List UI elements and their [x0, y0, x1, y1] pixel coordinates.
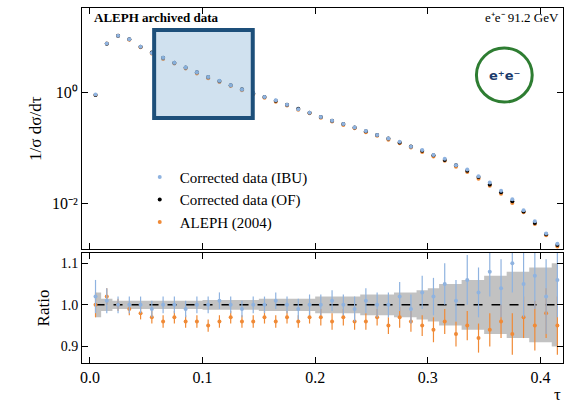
- svg-text:Ratio: Ratio: [34, 290, 53, 327]
- svg-text:0.0: 0.0: [80, 369, 100, 386]
- svg-text:0.3: 0.3: [418, 369, 438, 386]
- svg-text:τ: τ: [554, 385, 561, 403]
- svg-text:0.1: 0.1: [193, 369, 213, 386]
- svg-text:10⁰: 10⁰: [56, 84, 78, 101]
- svg-text:1.0: 1.0: [61, 298, 79, 313]
- svg-text:0.2: 0.2: [305, 369, 325, 386]
- svg-text:1.1: 1.1: [61, 256, 79, 271]
- svg-text:1/σ dσ/dτ: 1/σ dσ/dτ: [26, 96, 45, 161]
- svg-text:10⁻²: 10⁻²: [52, 195, 78, 212]
- svg-text:ALEPH archived data: ALEPH archived data: [94, 10, 218, 25]
- svg-text:ALEPH (2004): ALEPH (2004): [180, 215, 272, 232]
- svg-text:Corrected data (OF): Corrected data (OF): [180, 192, 301, 209]
- svg-text:e⁺e⁻: e⁺e⁻: [489, 68, 520, 83]
- svg-text:e⁺e⁻ 91.2 GeV: e⁺e⁻ 91.2 GeV: [485, 10, 559, 25]
- svg-text:Corrected data (IBU): Corrected data (IBU): [180, 170, 307, 187]
- svg-text:0.9: 0.9: [61, 339, 79, 354]
- svg-text:0.4: 0.4: [530, 369, 550, 386]
